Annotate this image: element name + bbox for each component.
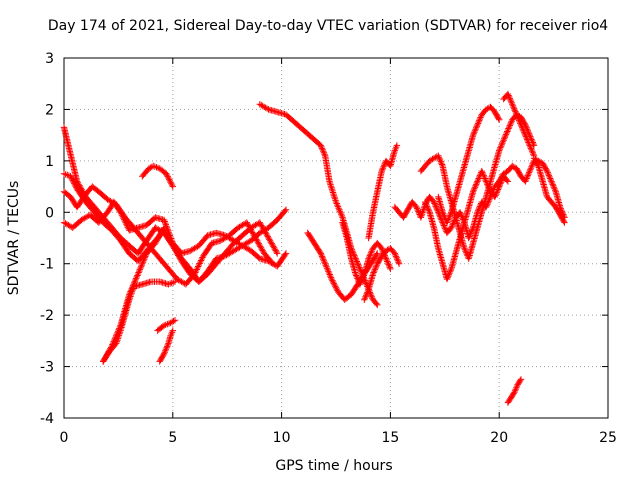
series-track-d — [60, 198, 290, 270]
y-tick-label: -2 — [40, 308, 54, 324]
y-tick-label: -4 — [40, 411, 54, 427]
series-track-o — [391, 157, 568, 242]
series-track-t — [504, 376, 525, 406]
plot-frame — [63, 57, 609, 419]
series-track-m — [361, 245, 403, 303]
y-tick-label: -1 — [40, 257, 54, 273]
x-tick-label: 25 — [599, 430, 617, 446]
chart-title: Day 174 of 2021, Sidereal Day-to-day VTE… — [48, 18, 608, 34]
x-axis-label: GPS time / hours — [275, 458, 392, 474]
series-track-i — [156, 327, 176, 365]
y-tick-label: 2 — [45, 102, 54, 118]
x-tick-label: 15 — [381, 430, 399, 446]
series-track-f — [100, 224, 168, 365]
axis-ticks: 0 5 10 15 20 25 -4 -3 -2 -1 0 1 2 3 — [40, 51, 617, 446]
x-tick-label: 10 — [273, 430, 291, 446]
series-track-h — [154, 317, 179, 334]
series-track-u — [530, 155, 568, 221]
y-tick-label: -3 — [40, 360, 54, 376]
x-tick-label: 0 — [60, 430, 69, 446]
series-track-a — [60, 124, 281, 285]
y-tick-label: 3 — [45, 51, 54, 67]
y-tick-label: 1 — [45, 154, 54, 170]
x-tick-label: 5 — [168, 430, 177, 446]
data-points — [60, 90, 568, 406]
series-track-g — [139, 162, 176, 190]
y-tick-label: 0 — [45, 205, 54, 221]
x-tick-label: 20 — [490, 430, 508, 446]
series-track-r — [435, 103, 503, 226]
y-axis-label: SDTVAR / TECUs — [6, 181, 22, 296]
series-track-q — [422, 167, 512, 283]
series-track-n — [365, 142, 401, 242]
series-track-s — [500, 90, 538, 159]
